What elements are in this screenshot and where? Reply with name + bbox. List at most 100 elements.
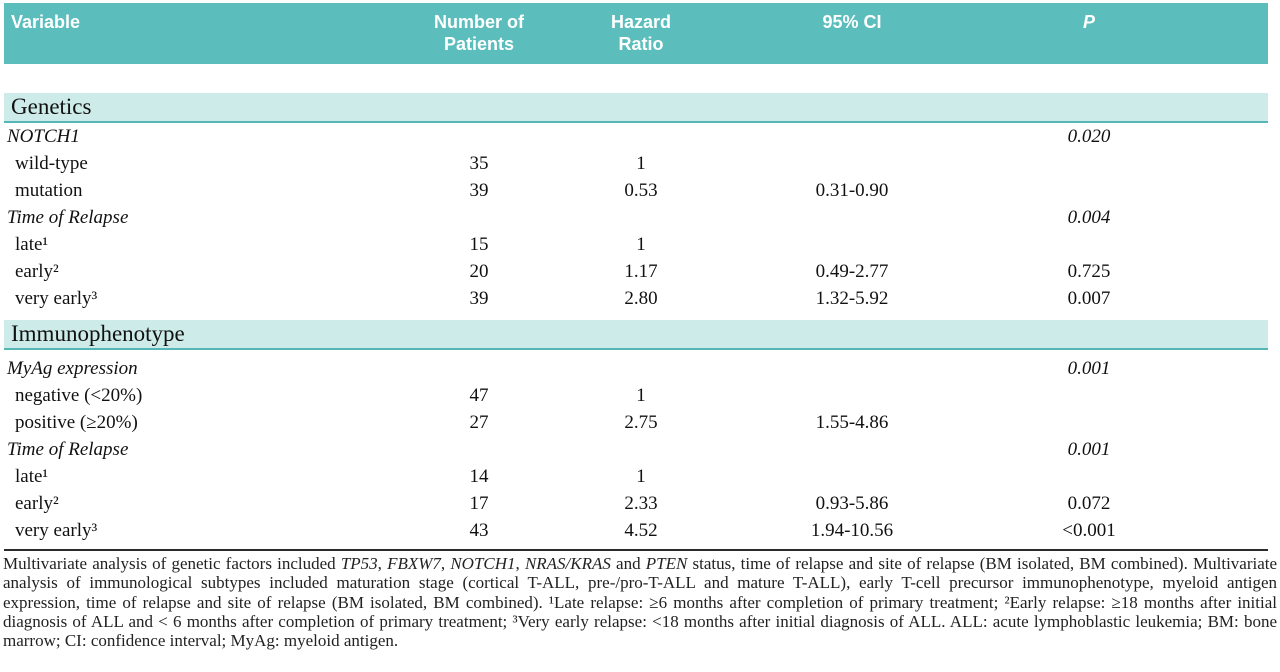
ci-cell bbox=[724, 204, 980, 231]
p-value-cell bbox=[980, 409, 1198, 436]
gene-name: TP53 bbox=[340, 554, 378, 573]
table-row: positive (≥20%) 27 2.75 1.55-4.86 bbox=[4, 409, 1268, 436]
p-value-cell bbox=[980, 150, 1198, 177]
patients-cell: 15 bbox=[469, 234, 489, 255]
table-bottom-rule bbox=[4, 549, 1268, 551]
footnote-text: Multivariate analysis of genetic factors… bbox=[3, 554, 341, 573]
column-header-95ci: 95% CI bbox=[822, 12, 882, 32]
footnote-text: , bbox=[440, 554, 451, 573]
section-header-immunophenotype: Immunophenotype bbox=[4, 320, 1268, 350]
variable-cell: early² bbox=[15, 493, 59, 514]
variable-cell: Time of Relapse bbox=[7, 207, 129, 228]
p-value-cell bbox=[980, 382, 1198, 409]
spacer-cell bbox=[1198, 231, 1268, 258]
spacer-cell bbox=[1198, 150, 1268, 177]
table-row: early² 20 1.17 0.49-2.77 0.725 bbox=[4, 258, 1268, 285]
footnote-text: , bbox=[377, 554, 388, 573]
p-value-cell: <0.001 bbox=[1062, 520, 1116, 541]
p-value-cell bbox=[980, 463, 1198, 490]
gene-name: FBXW7 bbox=[387, 554, 441, 573]
variable-cell: very early³ bbox=[15, 288, 98, 309]
variable-cell: MyAg expression bbox=[7, 358, 138, 379]
hazard-ratio-cell: 2.80 bbox=[624, 288, 658, 309]
table-row: NOTCH1 0.020 bbox=[4, 123, 1268, 150]
section-spacer bbox=[4, 312, 1268, 320]
p-value-cell: 0.072 bbox=[1067, 493, 1111, 514]
spacer-cell bbox=[1198, 517, 1268, 544]
spacer-cell bbox=[1198, 123, 1268, 150]
hazard-ratio-cell: 2.33 bbox=[624, 493, 658, 514]
hazard-ratio-cell: 1 bbox=[636, 385, 646, 406]
patients-cell: 17 bbox=[469, 493, 489, 514]
patients-cell: 35 bbox=[469, 153, 489, 174]
variable-cell: late¹ bbox=[15, 466, 49, 487]
immunophenotype-rows: MyAg expression 0.001 negative (<20%) 47… bbox=[4, 355, 1268, 544]
patients-cell: 39 bbox=[469, 288, 489, 309]
patients-cell: 43 bbox=[469, 520, 489, 541]
p-value-cell: 0.020 bbox=[1067, 126, 1111, 147]
ci-cell: 1.55-4.86 bbox=[815, 412, 889, 433]
genetics-rows: NOTCH1 0.020 wild-type 35 1 mutation 39 … bbox=[4, 123, 1268, 312]
table-row: Time of Relapse 0.004 bbox=[4, 204, 1268, 231]
header-spacer bbox=[4, 64, 1268, 93]
column-header-number-of-patients: Number of Patients bbox=[434, 12, 524, 54]
spacer-cell bbox=[1198, 463, 1268, 490]
variable-cell: negative (<20%) bbox=[15, 385, 143, 406]
hazard-ratio-cell: 1 bbox=[636, 153, 646, 174]
table-footnote: Multivariate analysis of genetic factors… bbox=[3, 554, 1277, 650]
p-value-cell: 0.001 bbox=[1067, 358, 1111, 379]
patients-cell bbox=[400, 355, 558, 382]
ci-cell bbox=[724, 463, 980, 490]
spacer-cell bbox=[1198, 436, 1268, 463]
ci-cell: 1.32-5.92 bbox=[815, 288, 889, 309]
table-row: early² 17 2.33 0.93-5.86 0.072 bbox=[4, 490, 1268, 517]
table-row: late¹ 15 1 bbox=[4, 231, 1268, 258]
table-row: late¹ 14 1 bbox=[4, 463, 1268, 490]
variable-cell: wild-type bbox=[15, 153, 88, 174]
hazard-ratio-cell: 4.52 bbox=[624, 520, 658, 541]
spacer-cell bbox=[1198, 177, 1268, 204]
ci-cell bbox=[724, 436, 980, 463]
spacer-cell bbox=[1198, 382, 1268, 409]
column-header-spacer bbox=[1198, 11, 1268, 64]
hazard-ratio-cell: 1 bbox=[636, 234, 646, 255]
gene-name: NRAS/KRAS bbox=[524, 554, 611, 573]
gene-name: PTEN bbox=[645, 554, 688, 573]
patients-cell: 20 bbox=[469, 261, 489, 282]
p-value-cell: 0.725 bbox=[1067, 261, 1111, 282]
variable-cell: mutation bbox=[15, 180, 83, 201]
spacer-cell bbox=[1198, 409, 1268, 436]
ci-cell: 1.94-10.56 bbox=[810, 520, 894, 541]
ci-cell bbox=[724, 123, 980, 150]
hazard-ratio-cell bbox=[558, 204, 724, 231]
patients-cell bbox=[400, 204, 558, 231]
patients-cell: 14 bbox=[469, 466, 489, 487]
table-header-row: Variable Number of Patients Hazard Ratio 9… bbox=[4, 3, 1268, 64]
p-value-cell bbox=[980, 177, 1198, 204]
column-header-hazard-ratio: Hazard Ratio bbox=[610, 12, 672, 54]
gene-name: NOTCH1 bbox=[450, 554, 516, 573]
p-value-cell: 0.004 bbox=[1067, 207, 1111, 228]
variable-cell: NOTCH1 bbox=[7, 126, 80, 147]
table-row: Time of Relapse 0.001 bbox=[4, 436, 1268, 463]
table-row: wild-type 35 1 bbox=[4, 150, 1268, 177]
table-row: negative (<20%) 47 1 bbox=[4, 382, 1268, 409]
hazard-ratio-cell: 0.53 bbox=[624, 180, 658, 201]
hazard-ratio-cell: 1 bbox=[636, 466, 646, 487]
variable-cell: Time of Relapse bbox=[7, 439, 129, 460]
hazard-ratio-cell bbox=[558, 123, 724, 150]
multivariate-analysis-table: Variable Number of Patients Hazard Ratio 9… bbox=[4, 3, 1268, 544]
spacer-cell bbox=[1198, 490, 1268, 517]
footnote-text: status, time of relapse and site of rela… bbox=[3, 554, 1278, 651]
footnote-text: and bbox=[610, 554, 646, 573]
ci-cell bbox=[724, 150, 980, 177]
column-header-p-value: P bbox=[1082, 12, 1095, 32]
ci-cell: 0.31-0.90 bbox=[815, 180, 889, 201]
spacer-cell bbox=[1198, 285, 1268, 312]
p-value-cell bbox=[980, 231, 1198, 258]
ci-cell bbox=[724, 355, 980, 382]
table-row: very early³ 39 2.80 1.32-5.92 0.007 bbox=[4, 285, 1268, 312]
hazard-ratio-cell bbox=[558, 355, 724, 382]
column-header-variable: Variable bbox=[11, 12, 81, 32]
ci-cell: 0.49-2.77 bbox=[815, 261, 889, 282]
